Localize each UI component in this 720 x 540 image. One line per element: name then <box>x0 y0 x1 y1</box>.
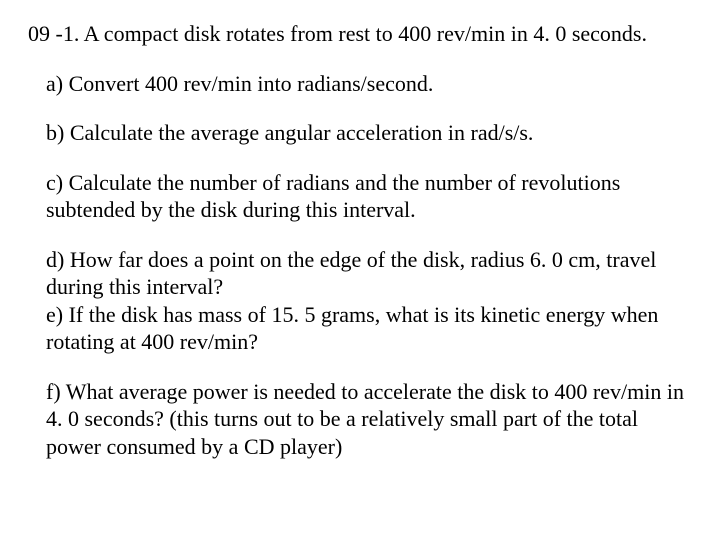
part-c: c) Calculate the number of radians and t… <box>46 169 692 224</box>
part-e: e) If the disk has mass of 15. 5 grams, … <box>46 301 692 356</box>
part-f: f) What average power is needed to accel… <box>46 378 692 461</box>
problem-number: 09 -1. <box>28 21 79 46</box>
part-d: d) How far does a point on the edge of t… <box>46 246 692 301</box>
part-a: a) Convert 400 rev/min into radians/seco… <box>46 70 692 98</box>
part-b: b) Calculate the average angular acceler… <box>46 119 692 147</box>
part-d-e: d) How far does a point on the edge of t… <box>46 246 692 356</box>
document-container: 09 -1. A compact disk rotates from rest … <box>0 0 720 480</box>
problem-text: A compact disk rotates from rest to 400 … <box>84 21 647 46</box>
problem-statement: 09 -1. A compact disk rotates from rest … <box>28 20 692 48</box>
